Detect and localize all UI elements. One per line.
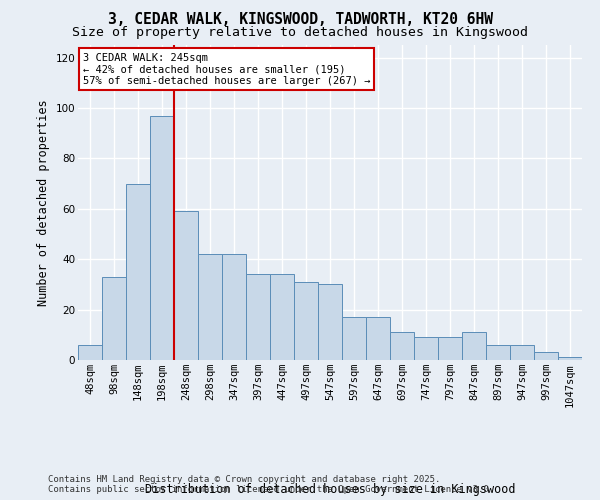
Bar: [318, 284, 342, 360]
Bar: [342, 317, 366, 360]
Bar: [390, 332, 414, 360]
Y-axis label: Number of detached properties: Number of detached properties: [37, 99, 50, 306]
Text: 3, CEDAR WALK, KINGSWOOD, TADWORTH, KT20 6HW: 3, CEDAR WALK, KINGSWOOD, TADWORTH, KT20…: [107, 12, 493, 26]
X-axis label: Distribution of detached houses by size in Kingswood: Distribution of detached houses by size …: [145, 483, 515, 496]
Bar: [486, 345, 510, 360]
Bar: [558, 358, 582, 360]
Bar: [462, 332, 486, 360]
Bar: [102, 277, 126, 360]
Bar: [270, 274, 294, 360]
Bar: [534, 352, 558, 360]
Bar: [198, 254, 222, 360]
Bar: [150, 116, 174, 360]
Bar: [222, 254, 246, 360]
Bar: [246, 274, 270, 360]
Bar: [294, 282, 318, 360]
Text: Size of property relative to detached houses in Kingswood: Size of property relative to detached ho…: [72, 26, 528, 39]
Bar: [414, 338, 438, 360]
Bar: [366, 317, 390, 360]
Bar: [126, 184, 150, 360]
Bar: [78, 345, 102, 360]
Text: 3 CEDAR WALK: 245sqm
← 42% of detached houses are smaller (195)
57% of semi-deta: 3 CEDAR WALK: 245sqm ← 42% of detached h…: [83, 52, 370, 86]
Bar: [510, 345, 534, 360]
Bar: [438, 338, 462, 360]
Bar: [174, 212, 198, 360]
Text: Contains HM Land Registry data © Crown copyright and database right 2025.
Contai: Contains HM Land Registry data © Crown c…: [48, 474, 494, 494]
